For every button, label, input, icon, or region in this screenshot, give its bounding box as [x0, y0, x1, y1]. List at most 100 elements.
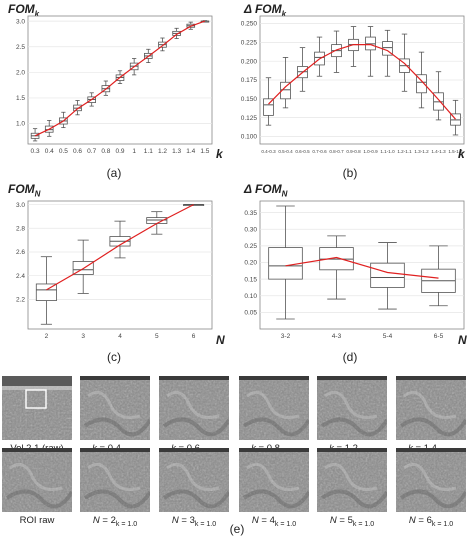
x-tick-label: 3 — [81, 333, 85, 340]
box-1.4-1.3 — [433, 71, 444, 121]
box-iqr — [146, 217, 168, 224]
x-tick-label: 1.2-1.1 — [397, 149, 412, 154]
box-iqr — [280, 81, 291, 100]
caption-row2-4: N = 5k = 1.0 — [329, 515, 375, 528]
thumbnail-row2-1 — [80, 448, 150, 512]
x-tick-label: 1.1 — [144, 148, 153, 155]
y-tick-label: 0.225 — [241, 40, 258, 47]
x-tick-label: 0.7 — [87, 148, 96, 155]
caption-row2-5: N = 6k = 1.0 — [408, 515, 454, 528]
chart-delta-fom-k: 0.100 0.125 0.150 0.175 0.200 0.225 0.250 0.4-0… — [241, 15, 465, 154]
panel-c-label: (c) — [107, 350, 121, 364]
panel-d-title: Δ FOMN — [244, 182, 288, 199]
box-4-3 — [319, 235, 354, 300]
y-tick-label: 2.5 — [16, 44, 25, 51]
caption-row2-3: N = 4k = 1.0 — [251, 515, 297, 528]
x-tick-label: 0.4-0.3 — [261, 149, 276, 154]
thumbnail-row1-3 — [239, 376, 309, 440]
thumbnail-row2-3 — [239, 448, 309, 512]
y-tick-label: 1.0 — [16, 121, 25, 128]
box-1.2-1.1 — [399, 33, 410, 92]
trend-line — [285, 256, 439, 279]
box-1.0-0.9 — [365, 26, 376, 77]
caption-row2-1: N = 2k = 1.0 — [92, 515, 138, 528]
x-tick-label: 1.5 — [200, 148, 209, 155]
x-tick-label: 1.3-1.2 — [414, 149, 429, 154]
x-tick-label: 1.0-0.9 — [363, 149, 378, 154]
x-tick-label: 5 — [155, 333, 159, 340]
y-tick-label: 0.35 — [244, 210, 257, 217]
x-tick-label: 6 — [192, 333, 196, 340]
y-tick-label: 0.25 — [244, 243, 257, 250]
x-tick-label: 2 — [45, 333, 49, 340]
panel-a-title: FOMk — [8, 2, 40, 19]
y-tick-label: 0.20 — [244, 260, 257, 267]
thumbnail-row1-5 — [396, 376, 466, 440]
x-tick-label: 1.1-1.0 — [380, 149, 395, 154]
thumbnail-row1-4 — [317, 376, 387, 440]
box-5-4 — [370, 242, 405, 310]
x-tick-label: 0.3 — [31, 148, 40, 155]
x-tick-label: 0.5 — [59, 148, 68, 155]
x-tick-label: 6-5 — [434, 333, 444, 340]
thumbnail-row2-5 — [396, 448, 466, 512]
panel-a-xvar: k — [216, 147, 223, 161]
box-0.6 — [73, 100, 82, 116]
y-tick-label: 1.5 — [16, 95, 25, 102]
y-tick-label: 0.100 — [241, 134, 258, 141]
thumbnail-row1-0 — [2, 376, 72, 440]
y-tick-label: 0.30 — [244, 226, 257, 233]
thumbnail-row1-1 — [80, 376, 150, 440]
thumbnail-row2-2 — [159, 448, 229, 512]
panel-c-xvar: N — [216, 333, 225, 347]
box-iqr — [35, 283, 57, 301]
trend-line — [46, 204, 194, 291]
panel-c-title: FOMN — [8, 182, 41, 199]
x-tick-label: 0.7-0.6 — [312, 149, 327, 154]
box-iqr — [263, 98, 274, 116]
x-tick-label: 1.4-1.3 — [431, 149, 446, 154]
panel-d-label: (d) — [342, 350, 358, 364]
y-tick-label: 2.4 — [16, 273, 25, 280]
box-2 — [35, 256, 57, 325]
box-3-2 — [268, 205, 303, 320]
box-0.3 — [30, 128, 40, 142]
x-tick-label: 0.8-0.7 — [329, 149, 344, 154]
x-tick-label: 1.5-1.4 — [448, 149, 463, 154]
x-tick-label: 0.6-0.5 — [295, 149, 310, 154]
thumbnail-row2-4 — [317, 448, 387, 512]
x-tick-label: 0.9 — [115, 148, 124, 155]
x-tick-label: 0.8 — [101, 148, 110, 155]
y-tick-label: 0.150 — [241, 96, 258, 103]
y-tick-label: 0.125 — [241, 115, 258, 122]
panel-e-label: (e) — [229, 522, 245, 536]
panel-b-label: (b) — [342, 166, 358, 180]
panel-a-label: (a) — [106, 166, 122, 180]
panel-b-xvar: k — [458, 147, 465, 161]
y-tick-label: 0.15 — [244, 276, 257, 283]
y-tick-label: 3.0 — [16, 202, 25, 209]
panel-b-title: Δ FOMk — [244, 2, 287, 19]
box-iqr — [268, 247, 303, 280]
chart-fom-n: 2.2 2.4 2.6 2.8 3.0 2 3 4 5 6 — [16, 200, 213, 340]
thumbnail-row1-2 — [159, 376, 229, 440]
y-tick-label: 2.8 — [16, 225, 25, 232]
caption-row2-0: ROI raw — [19, 515, 55, 526]
x-tick-label: 4 — [118, 333, 122, 340]
box-iqr — [416, 74, 427, 94]
trend-line — [268, 43, 456, 120]
y-tick-label: 0.05 — [244, 310, 257, 317]
x-tick-label: 1.4 — [186, 148, 195, 155]
chart-delta-fom-n: 0.05 0.10 0.15 0.20 0.25 0.30 0.35 3-2 4-3 5-4 6-5 — [244, 200, 465, 340]
y-tick-label: 2.6 — [16, 249, 25, 256]
box-1.3-1.2 — [416, 51, 427, 109]
x-tick-label: 1.3 — [172, 148, 181, 155]
box-iqr — [370, 262, 405, 288]
chart-fom-k: 1.0 1.5 2.0 2.5 3.0 0.3 0.4 0.5 0.6 0.7 0.8 0.9 1 1.1… — [16, 15, 213, 155]
y-tick-label: 0.200 — [241, 58, 258, 65]
x-tick-label: 4-3 — [332, 333, 342, 340]
x-tick-label: 0.6 — [73, 148, 82, 155]
caption-row2-2: N = 3k = 1.0 — [171, 515, 217, 528]
y-tick-label: 0.250 — [241, 21, 258, 28]
box-5 — [146, 211, 168, 235]
